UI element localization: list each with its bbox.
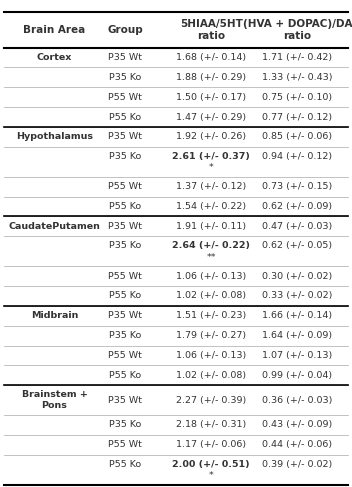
Text: 0.30 (+/- 0.02): 0.30 (+/- 0.02) xyxy=(262,272,333,281)
Text: **: ** xyxy=(207,253,216,262)
Text: 2.27 (+/- 0.39): 2.27 (+/- 0.39) xyxy=(176,395,246,405)
Text: 1.07 (+/- 0.13): 1.07 (+/- 0.13) xyxy=(262,351,333,360)
Text: Group: Group xyxy=(107,25,143,35)
Text: 1.68 (+/- 0.14): 1.68 (+/- 0.14) xyxy=(176,53,246,62)
Text: Hypothalamus: Hypothalamus xyxy=(16,132,93,142)
Text: P55 Ko: P55 Ko xyxy=(109,112,141,122)
Text: 1.54 (+/- 0.22): 1.54 (+/- 0.22) xyxy=(176,202,246,211)
Text: 2.64 (+/- 0.22): 2.64 (+/- 0.22) xyxy=(172,242,250,250)
Text: 1.64 (+/- 0.09): 1.64 (+/- 0.09) xyxy=(262,331,333,340)
Text: 0.43 (+/- 0.09): 0.43 (+/- 0.09) xyxy=(262,420,333,430)
Text: Midbrain: Midbrain xyxy=(31,311,78,320)
Text: 1.33 (+/- 0.43): 1.33 (+/- 0.43) xyxy=(262,73,333,82)
Text: 2.61 (+/- 0.37): 2.61 (+/- 0.37) xyxy=(172,152,250,161)
Text: P35 Ko: P35 Ko xyxy=(109,242,141,250)
Text: 0.39 (+/- 0.02): 0.39 (+/- 0.02) xyxy=(262,460,333,469)
Text: 1.50 (+/- 0.17): 1.50 (+/- 0.17) xyxy=(176,93,246,102)
Text: P35 Ko: P35 Ko xyxy=(109,420,141,430)
Text: P35 Wt: P35 Wt xyxy=(108,53,142,62)
Text: 1.88 (+/- 0.29): 1.88 (+/- 0.29) xyxy=(176,73,246,82)
Text: 1.06 (+/- 0.13): 1.06 (+/- 0.13) xyxy=(176,351,246,360)
Text: 1.66 (+/- 0.14): 1.66 (+/- 0.14) xyxy=(262,311,333,320)
Text: 1.17 (+/- 0.06): 1.17 (+/- 0.06) xyxy=(176,440,246,450)
Text: P35 Ko: P35 Ko xyxy=(109,73,141,82)
Text: P35 Wt: P35 Wt xyxy=(108,311,142,320)
Text: P35 Wt: P35 Wt xyxy=(108,222,142,231)
Text: P55 Ko: P55 Ko xyxy=(109,460,141,469)
Text: Cortex: Cortex xyxy=(37,53,72,62)
Text: 1.47 (+/- 0.29): 1.47 (+/- 0.29) xyxy=(176,112,246,122)
Text: 2.00 (+/- 0.51): 2.00 (+/- 0.51) xyxy=(172,460,250,469)
Text: 2.18 (+/- 0.31): 2.18 (+/- 0.31) xyxy=(176,420,246,430)
Text: P35 Wt: P35 Wt xyxy=(108,395,142,405)
Text: 1.91 (+/- 0.11): 1.91 (+/- 0.11) xyxy=(176,222,246,231)
Text: 0.36 (+/- 0.03): 0.36 (+/- 0.03) xyxy=(262,395,333,405)
Text: Brain Area: Brain Area xyxy=(24,25,86,35)
Text: P55 Wt: P55 Wt xyxy=(108,351,142,360)
Text: 1.06 (+/- 0.13): 1.06 (+/- 0.13) xyxy=(176,272,246,281)
Text: P55 Wt: P55 Wt xyxy=(108,93,142,102)
Text: 0.62 (+/- 0.05): 0.62 (+/- 0.05) xyxy=(262,242,333,250)
Text: (HVA + DOPAC)/DA
ratio: (HVA + DOPAC)/DA ratio xyxy=(243,19,352,41)
Text: 0.73 (+/- 0.15): 0.73 (+/- 0.15) xyxy=(262,182,333,191)
Text: P35 Ko: P35 Ko xyxy=(109,152,141,161)
Text: P55 Wt: P55 Wt xyxy=(108,182,142,191)
Text: 0.47 (+/- 0.03): 0.47 (+/- 0.03) xyxy=(262,222,333,231)
Text: P55 Wt: P55 Wt xyxy=(108,272,142,281)
Text: 1.71 (+/- 0.42): 1.71 (+/- 0.42) xyxy=(262,53,333,62)
Text: P35 Ko: P35 Ko xyxy=(109,331,141,340)
Text: 1.92 (+/- 0.26): 1.92 (+/- 0.26) xyxy=(176,132,246,142)
Text: 0.77 (+/- 0.12): 0.77 (+/- 0.12) xyxy=(262,112,333,122)
Text: P55 Ko: P55 Ko xyxy=(109,291,141,300)
Text: P35 Wt: P35 Wt xyxy=(108,132,142,142)
Text: Brainstem +
Pons: Brainstem + Pons xyxy=(21,391,88,410)
Text: P55 Ko: P55 Ko xyxy=(109,202,141,211)
Text: 1.79 (+/- 0.27): 1.79 (+/- 0.27) xyxy=(176,331,246,340)
Text: 0.99 (+/- 0.04): 0.99 (+/- 0.04) xyxy=(262,371,333,380)
Text: *: * xyxy=(209,471,214,480)
Text: 1.37 (+/- 0.12): 1.37 (+/- 0.12) xyxy=(176,182,246,191)
Text: P55 Wt: P55 Wt xyxy=(108,440,142,450)
Text: 0.44 (+/- 0.06): 0.44 (+/- 0.06) xyxy=(262,440,333,450)
Text: 0.62 (+/- 0.09): 0.62 (+/- 0.09) xyxy=(262,202,333,211)
Text: 0.33 (+/- 0.02): 0.33 (+/- 0.02) xyxy=(262,291,333,300)
Text: 1.02 (+/- 0.08): 1.02 (+/- 0.08) xyxy=(176,371,246,380)
Text: 0.85 (+/- 0.06): 0.85 (+/- 0.06) xyxy=(262,132,333,142)
Text: 1.51 (+/- 0.23): 1.51 (+/- 0.23) xyxy=(176,311,246,320)
Text: CaudatePutamen: CaudatePutamen xyxy=(8,222,101,231)
Text: *: * xyxy=(209,163,214,172)
Text: 0.75 (+/- 0.10): 0.75 (+/- 0.10) xyxy=(262,93,333,102)
Text: 1.02 (+/- 0.08): 1.02 (+/- 0.08) xyxy=(176,291,246,300)
Text: 5HIAA/5HT
ratio: 5HIAA/5HT ratio xyxy=(180,19,243,41)
Text: 0.94 (+/- 0.12): 0.94 (+/- 0.12) xyxy=(262,152,333,161)
Text: P55 Ko: P55 Ko xyxy=(109,371,141,380)
